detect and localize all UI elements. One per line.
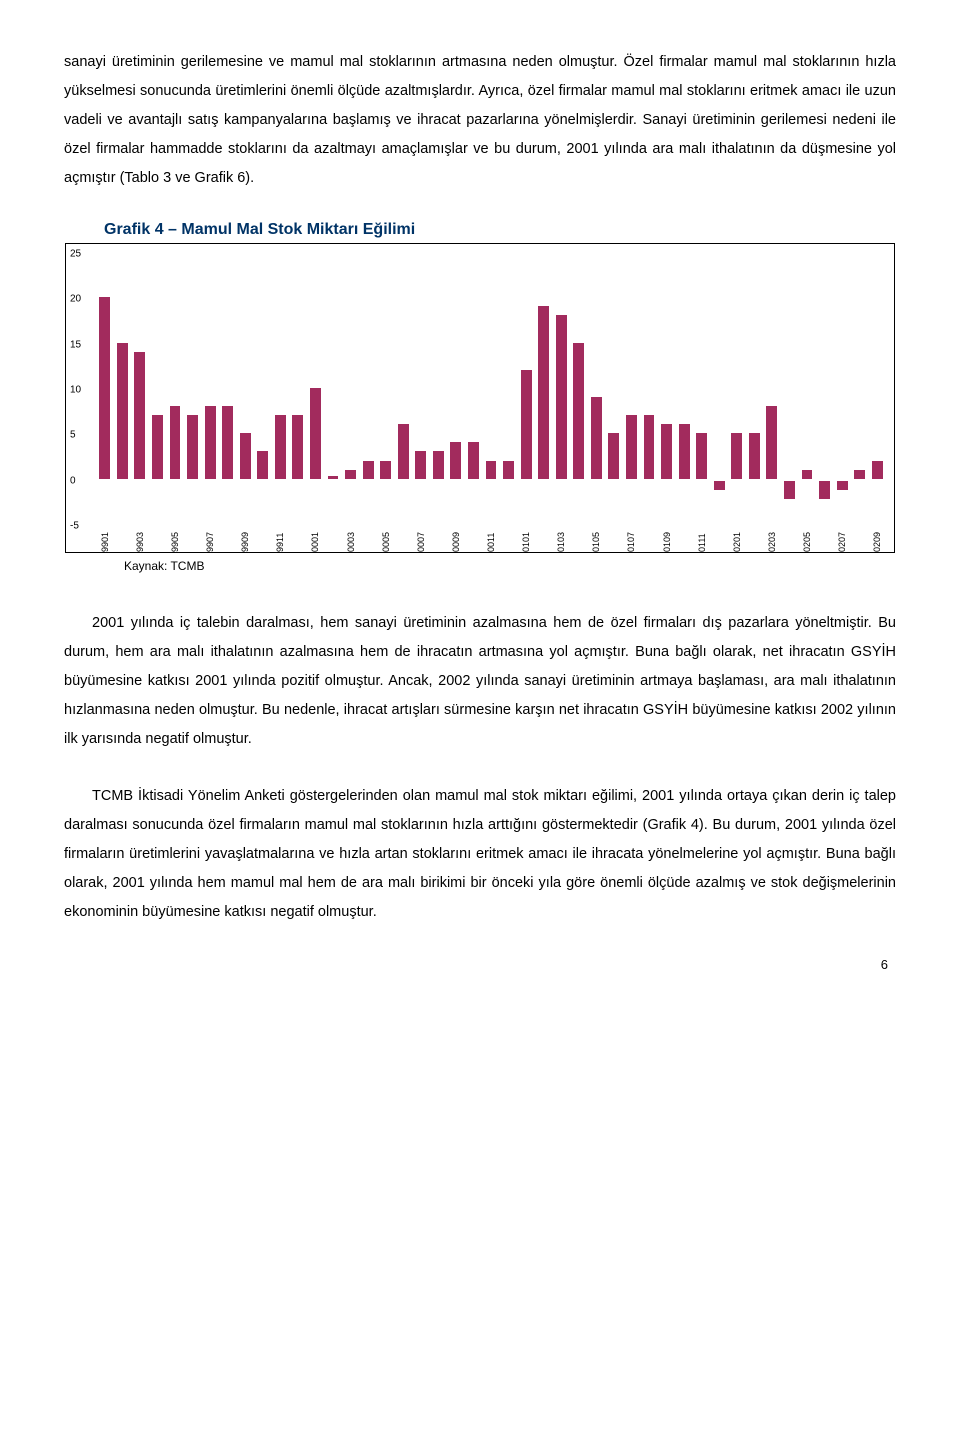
chart-bar (661, 424, 672, 478)
chart-y-tick-label: 5 (70, 430, 76, 441)
chart-bar (257, 451, 268, 478)
chart-x-tick-label: 0009 (451, 528, 461, 552)
chart-bar (784, 481, 795, 499)
chart-bar (766, 406, 777, 479)
chart-bar (170, 406, 181, 479)
chart-bar (556, 315, 567, 478)
chart-bar (468, 442, 479, 478)
chart-x-tick-label: 9901 (100, 528, 110, 552)
chart-x-tick-label: 0005 (381, 528, 391, 552)
chart-bar (749, 433, 760, 478)
page-number: 6 (64, 957, 896, 972)
chart-bar (152, 415, 163, 478)
body-paragraph-2: 2001 yılında iç talebin daralması, hem s… (64, 609, 896, 754)
chart-bar (398, 424, 409, 478)
chart-container: -5 0 5 10 15 20 25 9901 9903 9905 9907 9909 9911 0001… (65, 243, 895, 553)
chart-bar (134, 352, 145, 479)
chart-bar (644, 415, 655, 478)
chart-bar (450, 442, 461, 478)
chart-y-tick-label: 10 (70, 385, 81, 396)
chart-bar (573, 343, 584, 479)
chart-bar (538, 306, 549, 478)
chart-x-tick-label: 0101 (521, 528, 531, 552)
chart-bar (345, 470, 356, 479)
chart-bar (854, 470, 865, 479)
chart-bar (731, 433, 742, 478)
chart-bar (696, 433, 707, 478)
chart-title: Grafik 4 – Mamul Mal Stok Miktarı Eğilim… (104, 221, 896, 239)
chart-x-tick-label: 0207 (837, 528, 847, 552)
chart-bar (240, 433, 251, 478)
chart-x-tick-label: 9907 (205, 528, 215, 552)
chart-x-tick-label: 9905 (170, 528, 180, 552)
chart-bar (433, 451, 444, 478)
chart-bar (872, 461, 883, 479)
chart-y-tick-label: 25 (70, 249, 81, 260)
chart-bar (608, 433, 619, 478)
chart-bar (486, 461, 497, 479)
chart-bar (819, 481, 830, 499)
chart-x-tick-label: 0003 (346, 528, 356, 552)
chart-bar (292, 415, 303, 478)
chart-bar (802, 470, 813, 479)
chart-x-tick-label: 0007 (416, 528, 426, 552)
chart-bar (415, 451, 426, 478)
chart-bar (714, 481, 725, 490)
chart-x-tick-label: 0103 (556, 528, 566, 552)
chart-x-tick-label: 0111 (697, 528, 707, 552)
chart-bar (310, 388, 321, 479)
chart-y-tick-label: 15 (70, 339, 81, 350)
chart-bar (591, 397, 602, 479)
chart-bar (99, 297, 110, 478)
chart-source: Kaynak: TCMB (124, 559, 896, 573)
chart-x-tick-label: 0011 (486, 528, 496, 552)
chart-bar (837, 481, 848, 490)
chart-y-tick-label: 0 (70, 475, 76, 486)
body-paragraph-1: sanayi üretiminin gerilemesine ve mamul … (64, 48, 896, 193)
chart-x-tick-label: 0001 (310, 528, 320, 552)
chart-x-tick-label: 0203 (767, 528, 777, 552)
chart-y-tick-label: 20 (70, 294, 81, 305)
chart-x-tick-label: 9909 (240, 528, 250, 552)
chart-x-tick-label: 0109 (662, 528, 672, 552)
chart-bar (187, 415, 198, 478)
chart-bar (205, 406, 216, 479)
chart-bar (117, 343, 128, 479)
chart-bar (521, 370, 532, 479)
chart-bar (363, 461, 374, 479)
chart-x-tick-label: 0105 (591, 528, 601, 552)
chart-bar (679, 424, 690, 478)
chart-x-tick-label: 0205 (802, 528, 812, 552)
chart-y-tick-label: -5 (70, 521, 79, 532)
chart-x-tick-label: 9903 (135, 528, 145, 552)
chart-plot-area (96, 254, 884, 524)
body-paragraph-3: TCMB İktisadi Yönelim Anketi göstergeler… (64, 782, 896, 927)
chart-bar (328, 476, 339, 479)
chart-x-tick-label: 9911 (275, 528, 285, 552)
chart-bar (380, 461, 391, 479)
chart-bar (626, 415, 637, 478)
chart-bar (503, 461, 514, 479)
chart-bar (275, 415, 286, 478)
chart-x-tick-label: 0209 (872, 528, 882, 552)
chart-x-tick-label: 0201 (732, 528, 742, 552)
chart-bar (222, 406, 233, 479)
chart-x-tick-label: 0107 (626, 528, 636, 552)
